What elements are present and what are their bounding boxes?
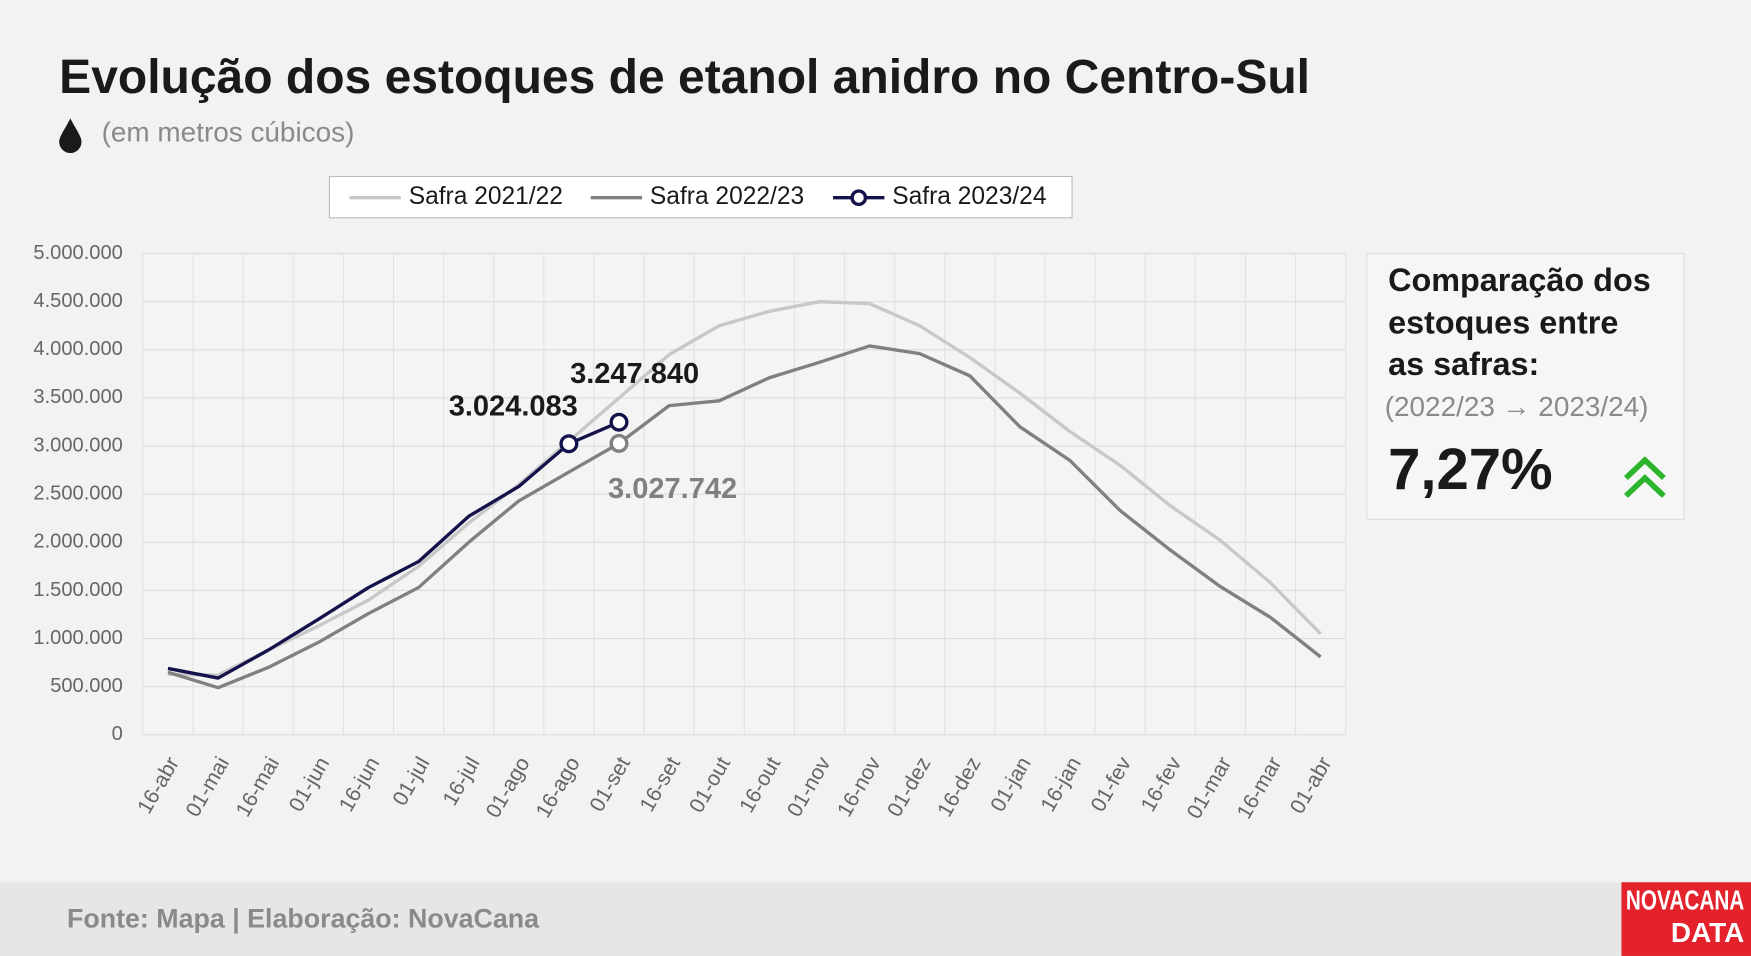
panel-subtitle: (2022/23 → 2023/24) bbox=[1385, 391, 1649, 422]
y-tick-label: 5.000.000 bbox=[33, 242, 122, 264]
chart-title: Evolução dos estoques de etanol anidro n… bbox=[59, 51, 1310, 104]
legend-box bbox=[328, 175, 1073, 219]
series-line bbox=[167, 420, 620, 680]
legend-label: Safra 2022/23 bbox=[650, 183, 804, 210]
logo-text: NOVACANA bbox=[1626, 885, 1744, 916]
y-tick-label: 500.000 bbox=[50, 675, 123, 697]
panel-value: 7,27% bbox=[1388, 437, 1553, 502]
y-tick-label: 4.500.000 bbox=[33, 290, 122, 312]
y-tick-label: 2.500.000 bbox=[33, 483, 122, 505]
point-marker bbox=[609, 433, 629, 453]
legend-marker bbox=[850, 189, 868, 207]
panel-title: as safras: bbox=[1388, 346, 1539, 382]
chart-subtitle: (em metros cúbicos) bbox=[102, 116, 355, 147]
point-marker bbox=[559, 434, 579, 454]
y-tick-label: 3.000.000 bbox=[33, 434, 122, 456]
data-label: 3.024.083 bbox=[449, 391, 578, 423]
point-marker bbox=[609, 412, 629, 432]
data-label: 3.027.742 bbox=[608, 473, 737, 505]
legend-label: Safra 2023/24 bbox=[892, 183, 1046, 210]
series-line bbox=[167, 344, 1322, 690]
panel-title: estoques entre bbox=[1388, 305, 1618, 341]
y-tick-label: 2.000.000 bbox=[33, 531, 122, 553]
y-tick-label: 3.500.000 bbox=[33, 386, 122, 408]
y-tick-label: 4.000.000 bbox=[33, 338, 122, 360]
logo-text: DATA bbox=[1671, 917, 1744, 948]
drop-icon bbox=[59, 118, 82, 154]
y-tick-label: 0 bbox=[112, 723, 123, 745]
data-label: 3.247.840 bbox=[570, 358, 699, 390]
y-tick-label: 1.000.000 bbox=[33, 627, 122, 649]
logo bbox=[1621, 882, 1751, 956]
footer bbox=[0, 882, 1751, 956]
series-line bbox=[167, 299, 1322, 677]
y-tick-label: 1.500.000 bbox=[33, 579, 122, 601]
panel-title: Comparação dos bbox=[1388, 262, 1651, 298]
up-icon bbox=[1624, 456, 1666, 498]
source: Fonte: Mapa | Elaboração: NovaCana bbox=[67, 903, 540, 933]
legend-label: Safra 2021/22 bbox=[409, 183, 563, 210]
